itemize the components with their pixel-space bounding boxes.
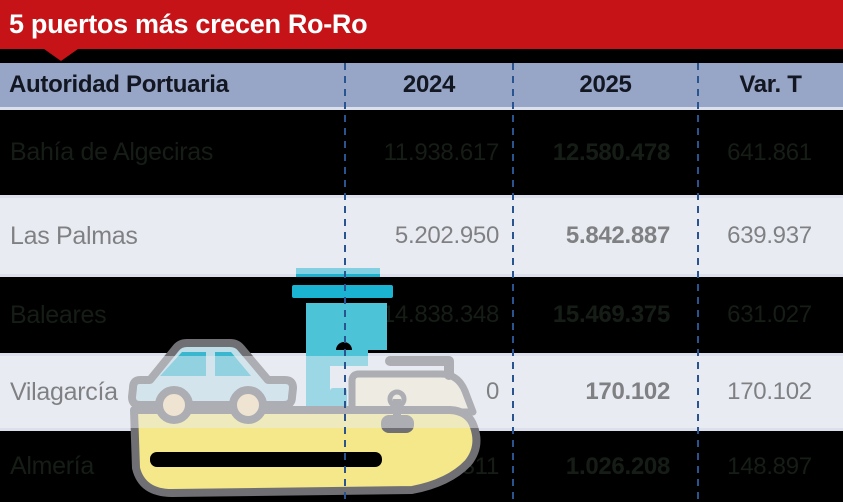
var-t-cell: 170.102 xyxy=(727,378,812,405)
title-divider-band xyxy=(0,49,843,63)
value-2025-cell: 12.580.478 xyxy=(552,138,670,166)
value-2024-cell: 5.202.950 xyxy=(394,222,499,249)
column-header-2024: 2024 xyxy=(402,71,456,98)
table-row: Las Palmas 5.202.950 5.842.887 639.937 xyxy=(0,195,843,274)
table-row: Almería 877.311 1.026.208 148.897 xyxy=(0,428,843,502)
value-2025-cell: 5.842.887 xyxy=(565,222,670,249)
port-name-cell: Vilagarcía xyxy=(10,377,118,406)
port-name-cell: Las Palmas xyxy=(10,221,138,250)
value-2024-cell: 877.311 xyxy=(416,452,499,480)
table-row: Baleares 14.838.348 15.469.375 631.027 xyxy=(0,274,843,353)
column-header-autoridad: Autoridad Portuaria xyxy=(9,71,229,98)
var-t-cell: 639.937 xyxy=(727,222,812,249)
value-2024-cell: 0 xyxy=(485,378,499,405)
var-t-cell: 631.027 xyxy=(727,301,812,328)
value-2024-cell: 14.838.348 xyxy=(381,301,499,328)
table-row: Vilagarcía 0 170.102 170.102 xyxy=(0,353,843,428)
value-2025-cell: 170.102 xyxy=(585,378,670,405)
port-name-cell: Baleares xyxy=(10,300,107,329)
value-2024-cell: 11.938.617 xyxy=(383,138,500,166)
page-title: 5 puertos más crecen Ro-Ro xyxy=(9,9,368,39)
title-bar: 5 puertos más crecen Ro-Ro xyxy=(0,0,843,49)
port-name-cell: Bahía de Algeciras xyxy=(10,138,214,166)
column-header-2025: 2025 xyxy=(579,71,632,98)
column-header-var-t: Var. T xyxy=(739,71,802,98)
table-body: Bahía de Algeciras 11.938.617 12.580.478… xyxy=(0,107,843,502)
var-t-cell: 641.861 xyxy=(727,138,812,166)
port-name-cell: Almería xyxy=(10,452,95,480)
table-row: Bahía de Algeciras 11.938.617 12.580.478… xyxy=(0,107,843,195)
table-header-row: Autoridad Portuaria 2024 2025 Var. T xyxy=(0,63,843,107)
value-2025-cell: 1.026.208 xyxy=(565,452,670,480)
value-2025-cell: 15.469.375 xyxy=(552,301,670,328)
callout-pointer-triangle xyxy=(44,49,78,61)
var-t-cell: 148.897 xyxy=(727,452,812,480)
